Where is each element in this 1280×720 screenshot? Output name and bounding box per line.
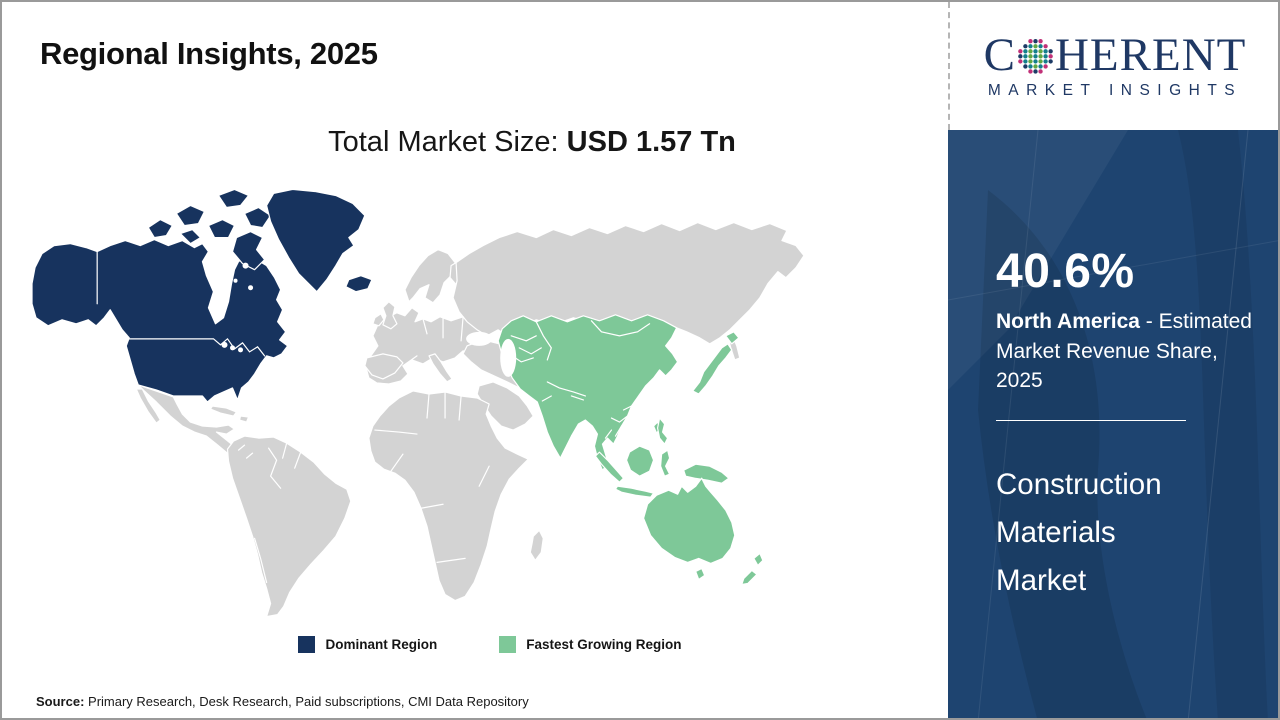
share-description: North America - Estimated Market Revenue…	[996, 307, 1260, 396]
sidebar: 40.6% North America - Estimated Market R…	[948, 130, 1278, 718]
brand-logo: C HERENT MARKET INSIGHTS	[948, 2, 1278, 130]
legend-swatch-fastest-growing	[499, 636, 517, 653]
sidebar-divider	[996, 420, 1186, 422]
region-asia-pacific	[497, 314, 764, 586]
source-note: Source: Primary Research, Desk Research,…	[36, 694, 529, 709]
logo-globe-icon	[1018, 39, 1053, 74]
brand-wordmark: C HERENT	[984, 32, 1247, 79]
total-market-size-label: Total Market Size:	[328, 126, 567, 158]
source-label: Source:	[36, 694, 85, 709]
total-market-size-value: USD 1.57 Tn	[566, 126, 736, 158]
country-borders	[96, 251, 651, 584]
share-value: 40.6%	[996, 245, 1135, 298]
share-region: North America	[996, 309, 1140, 333]
brand-subtitle: MARKET INSIGHTS	[987, 82, 1243, 99]
legend-label-dominant: Dominant Region	[325, 637, 438, 652]
legend-label-fastest-growing: Fastest Growing Region	[526, 637, 682, 652]
legend: Dominant Region Fastest Growing Region	[16, 636, 964, 653]
brand-letter-c: C	[983, 29, 1016, 81]
map-water	[221, 262, 517, 377]
market-name: Construction Materials Market	[996, 468, 1162, 597]
page-title: Regional Insights, 2025	[40, 36, 378, 71]
total-market-size: Total Market Size: USD 1.57 Tn	[2, 126, 950, 159]
brand-letters-rest: HERENT	[1054, 29, 1247, 81]
world-map	[30, 185, 822, 622]
share-description-rest: - Estimated Market Revenue Share, 2025	[996, 309, 1252, 393]
world-map-svg	[31, 188, 805, 618]
source-text: Primary Research, Desk Research, Paid su…	[84, 694, 529, 709]
region-other	[135, 221, 805, 618]
region-north-america	[31, 188, 373, 403]
legend-swatch-dominant	[298, 636, 316, 653]
legend-item-dominant: Dominant Region	[298, 636, 437, 653]
legend-item-fastest-growing: Fastest Growing Region	[499, 636, 682, 653]
sidebar-background-pattern	[948, 130, 1278, 718]
